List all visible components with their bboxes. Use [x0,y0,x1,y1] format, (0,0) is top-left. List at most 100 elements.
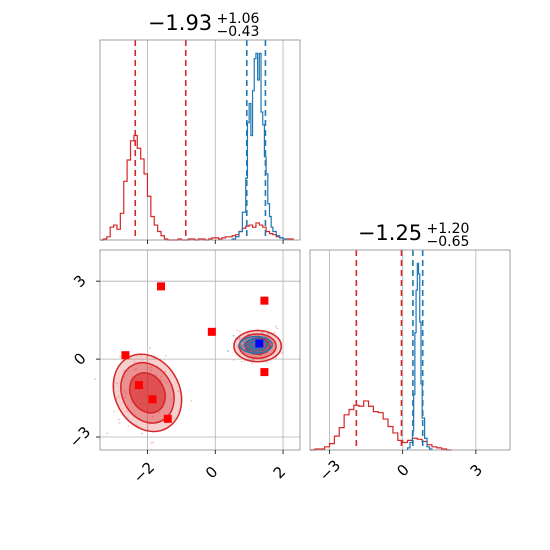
bottom-right-histogram-marks [310,250,452,451]
scatter-sample-point [250,354,253,357]
title-plus-error: +1.06 [217,11,260,27]
bottom-right-histogram-panel: −1.25 −3 0 3 +1.20−0.65 [309,221,511,485]
red-square-marker-3 [121,351,130,360]
scatter-sample-point-blue [227,349,230,352]
scatter-marks [94,282,283,444]
scatter-sample-point-blue [232,334,235,337]
scatter-sample-point [155,374,158,377]
x-tick-label-0: −3 [316,456,344,484]
scatter-sample-point [133,369,136,371]
scatter-sample-point [147,428,149,431]
red-square-marker-4 [260,368,269,377]
scatter-sample-point [149,347,151,349]
scatter-sample-point [125,392,128,395]
y-tick-label-0: −3 [66,423,94,451]
scatter-sample-point [190,399,193,402]
scatter-sample-point [159,375,162,378]
scatter-sample-point [150,441,153,444]
scatter-sample-point [127,425,130,428]
scatter-sample-point [150,369,153,372]
scatter-grid [100,250,300,450]
title-plus-error: +1.20 [427,221,470,237]
scatter-sample-point [119,355,121,358]
scatter-sample-point [275,325,277,328]
scatter-sample-point [266,361,269,364]
scatter-sample-point [239,330,241,333]
scatter-sample-point [123,390,126,393]
blue-histogram-step [231,52,288,240]
scatter-sample-point [149,366,152,369]
red-square-marker-5 [134,381,143,390]
scatter-sample-point [276,327,279,330]
bottom-right-axis-frame [309,249,511,451]
scatter-sample-point [152,441,155,444]
scatter-sample-point [273,331,276,334]
top-left-ticks [147,240,284,244]
scatter-sample-point [280,352,283,355]
scatter-sample-point [236,329,239,332]
bottom-right-grid [329,250,477,450]
scatter-sample-point [241,346,244,349]
blue-square-marker-0 [255,339,264,348]
scatter-sample-point [123,369,125,372]
scatter-sample-point [177,390,180,393]
red-square-marker-6 [148,395,157,404]
scatter-sample-point-blue [261,331,264,334]
scatter-sample-point-blue [240,344,243,347]
x-tick-label-2: 2 [270,463,289,482]
scatter-sample-point [125,410,128,413]
scatter-sample-point-blue [267,333,270,336]
scatter-sample-point [118,418,120,421]
scatter-sample-point [113,410,115,413]
top-left-histogram-panel: −1.93 +1.06−0.43 [99,11,301,244]
scatter-sample-point [274,357,277,360]
scatter-sample-point [117,395,120,398]
y-tick-label-2: 3 [70,271,89,290]
top-left-histogram-marks [100,40,294,241]
x-tick-label-1: 0 [202,463,221,482]
scatter-sample-point [135,367,138,370]
bottom-right-ticks: −3 0 3 [316,450,486,485]
scatter-sample-point [146,426,149,429]
top-left-title: −1.93 [148,11,212,35]
y-tick-label-1: 0 [70,349,89,368]
red-square-marker-7 [163,414,172,423]
scatter-sample-point [165,381,168,384]
scatter-sample-point [160,379,163,382]
title-minus-error: −0.43 [217,24,260,40]
red-square-marker-1 [260,296,269,305]
x-tick-label-2: 3 [467,461,486,480]
bottom-left-scatter-panel: −2 0 2 −3 0 3 [66,249,301,487]
scatter-sample-point [173,417,176,420]
red-square-marker-2 [207,327,216,336]
top-left-axis-frame [99,39,301,241]
blue-histogram-step [406,262,433,450]
scatter-sample-point [232,359,235,361]
scatter-sample-point [94,378,97,380]
scatter-sample-point-blue [238,337,241,340]
scatter-sample-point [133,360,136,363]
red-histogram-step [310,400,452,451]
scatter-sample-point-blue [242,340,245,343]
x-tick-label-0: −2 [130,458,158,486]
scatter-sample-point [118,421,121,424]
scatter-sample-point [165,355,167,357]
scatter-sample-point [241,360,243,363]
scatter-sample-point [115,397,118,400]
scatter-sample-point [115,382,118,385]
title-minus-error: −0.65 [427,234,470,250]
scatter-sample-point [145,356,148,359]
top-left-grid [147,40,284,240]
red-square-marker-0 [157,282,166,291]
scatter-sample-point [123,376,126,379]
scatter-sample-point [124,396,127,399]
scatter-sample-point [141,432,144,435]
scatter-ticks: −2 0 2 −3 0 3 [66,271,289,486]
scatter-sample-point [151,416,154,418]
scatter-sample-point [164,370,167,373]
scatter-sample-point [243,359,246,362]
scatter-sample-point [272,341,275,344]
scatter-sample-point [106,432,109,435]
scatter-axis-frame [99,249,301,451]
